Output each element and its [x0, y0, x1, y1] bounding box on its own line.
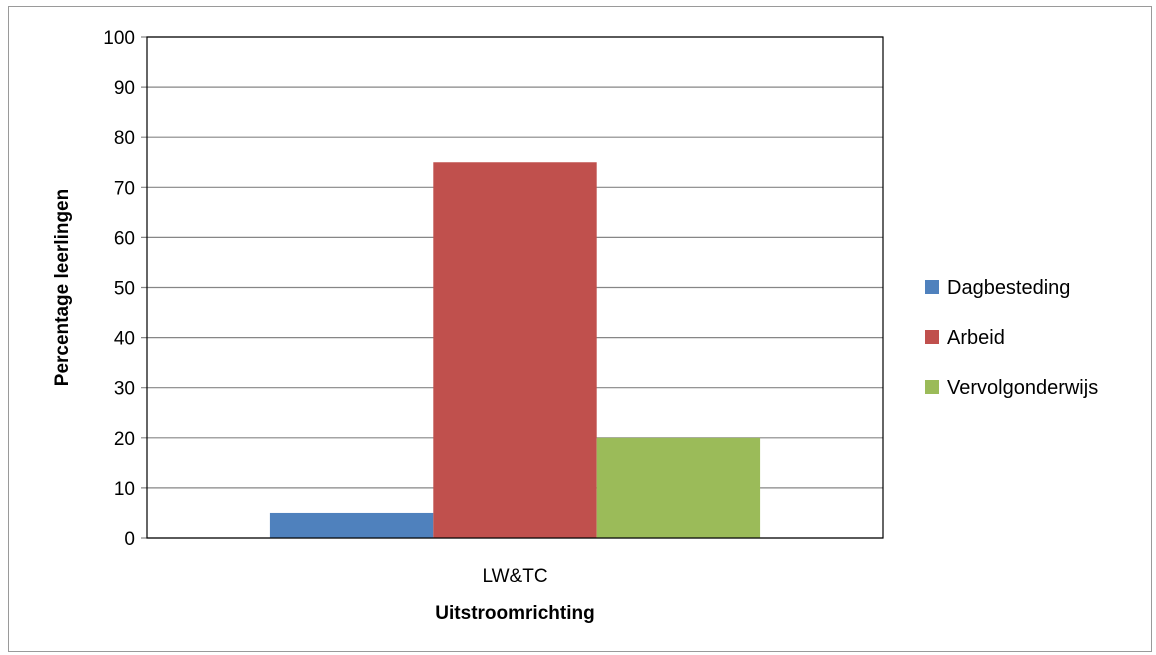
y-tick-label: 50 — [114, 279, 135, 300]
legend: Dagbesteding Arbeid Vervolgonderwijs — [925, 277, 1098, 399]
x-axis-title: Uitstroomrichting — [435, 603, 594, 624]
y-tick-label: 60 — [114, 228, 135, 249]
x-axis-tick-labels: LW&TC — [482, 566, 547, 587]
y-tick-label: 40 — [114, 329, 135, 350]
bar-dagbesteding — [269, 512, 434, 538]
y-tick-label: 30 — [114, 379, 135, 400]
legend-label-vervolgonderwijs: Vervolgonderwijs — [947, 377, 1098, 399]
y-axis-title: Percentage leerlingen — [52, 189, 73, 386]
legend-swatch-vervolgonderwijs — [925, 380, 939, 394]
plot-area-border — [146, 36, 884, 539]
legend-swatch-arbeid — [925, 330, 939, 344]
y-axis-tick-labels: 0 10 20 30 40 50 60 70 80 90 100 — [103, 28, 135, 550]
legend-label-dagbesteding: Dagbesteding — [947, 277, 1070, 299]
bar-vervolgonderwijs — [596, 437, 761, 538]
y-tick-label: 80 — [114, 128, 135, 149]
bar-arbeid — [433, 162, 597, 538]
legend-label-arbeid: Arbeid — [947, 327, 1005, 349]
y-tick-label: 70 — [114, 178, 135, 199]
y-tick-label: 0 — [124, 529, 135, 550]
y-tick-label: 100 — [103, 28, 135, 49]
y-tick-label: 90 — [114, 78, 135, 99]
x-tick-label: LW&TC — [482, 566, 547, 587]
legend-swatch-dagbesteding — [925, 280, 939, 294]
y-tick-label: 20 — [114, 429, 135, 450]
bars — [269, 162, 761, 538]
y-tick-label: 10 — [114, 479, 135, 500]
